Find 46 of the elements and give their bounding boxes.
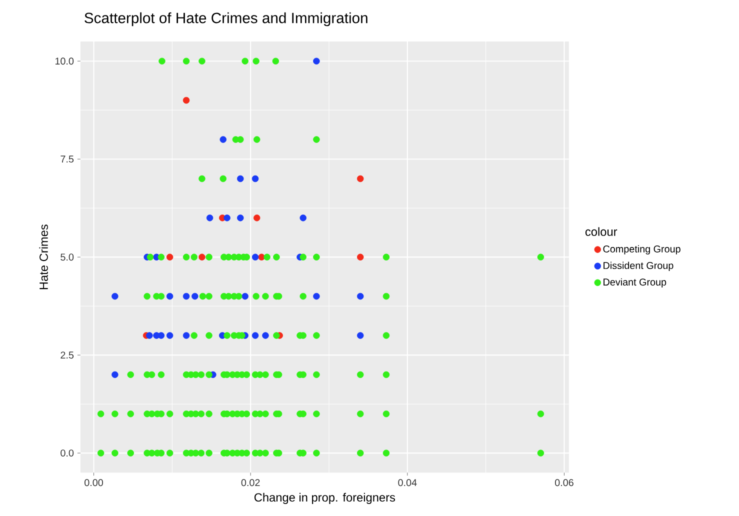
point <box>356 175 364 182</box>
point <box>356 292 364 300</box>
point <box>166 332 174 339</box>
x-tick-label: 0.04 <box>398 479 417 486</box>
point <box>182 96 190 104</box>
point <box>158 332 165 339</box>
y-tick-label: 7.5 <box>60 156 74 162</box>
point <box>356 254 364 260</box>
point <box>112 292 118 300</box>
chart-title: Scatterplot of Hate Crimes and Immigration <box>84 12 368 26</box>
point <box>253 214 260 222</box>
point <box>146 332 153 339</box>
point <box>182 332 190 339</box>
point <box>192 292 198 300</box>
point <box>252 175 259 182</box>
point <box>182 292 190 300</box>
point <box>313 292 320 300</box>
legend-label: Dissident Group <box>604 262 674 271</box>
x-tick-label: 0.00 <box>84 479 104 486</box>
point <box>262 332 269 339</box>
point <box>206 214 214 222</box>
y-tick-label: 2.5 <box>60 352 74 358</box>
point <box>356 332 364 339</box>
point <box>224 214 230 222</box>
x-tick-label: 0.06 <box>554 479 574 486</box>
y-tick-label: 10.0 <box>55 58 74 65</box>
x-axis-title: Change in prop. foreigners <box>254 492 396 504</box>
point <box>252 254 259 260</box>
y-axis-title: Hate Crimes <box>39 224 48 290</box>
legend-label: Competing Group <box>603 245 680 254</box>
point <box>166 254 174 260</box>
point <box>166 292 174 300</box>
point <box>112 371 118 378</box>
point <box>198 254 206 260</box>
point <box>242 292 248 300</box>
legend-title: colour <box>585 227 618 236</box>
point <box>237 175 244 182</box>
point <box>237 214 244 222</box>
y-tick-label: 5.0 <box>60 254 74 261</box>
point <box>220 136 226 143</box>
legend-label: Deviant Group <box>604 278 666 288</box>
point <box>252 332 259 339</box>
point <box>313 58 320 64</box>
x-tick-label: 0.02 <box>241 479 260 486</box>
point <box>300 214 306 222</box>
y-tick-label: 0.0 <box>60 449 74 456</box>
